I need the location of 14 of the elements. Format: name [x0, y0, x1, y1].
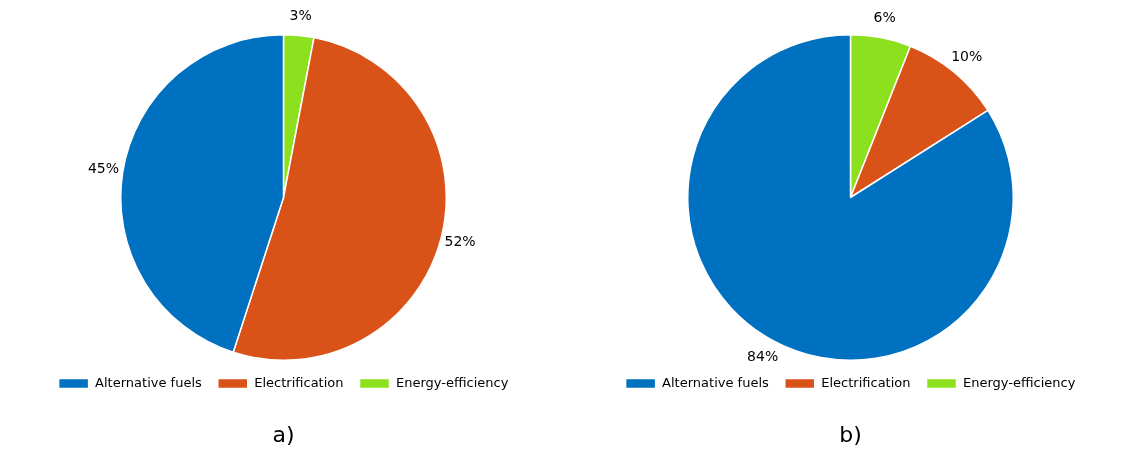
data-label: 6% — [873, 9, 896, 26]
data-label: 45% — [87, 159, 120, 176]
data-label: 84% — [747, 347, 779, 364]
legend-label: Energy-efficiency — [963, 374, 1076, 390]
data-label: 3% — [289, 6, 312, 23]
data-label: 10% — [951, 47, 983, 64]
legend-label: Alternative fuels — [662, 374, 769, 390]
legend-label: Alternative fuels — [95, 374, 202, 390]
legend-label: Electrification — [821, 374, 911, 390]
data-label: 52% — [444, 233, 476, 250]
legend-label: Energy-efficiency — [396, 374, 509, 390]
text: b) — [839, 422, 862, 447]
legend-label: Electrification — [254, 374, 344, 390]
text: a) — [272, 422, 295, 447]
